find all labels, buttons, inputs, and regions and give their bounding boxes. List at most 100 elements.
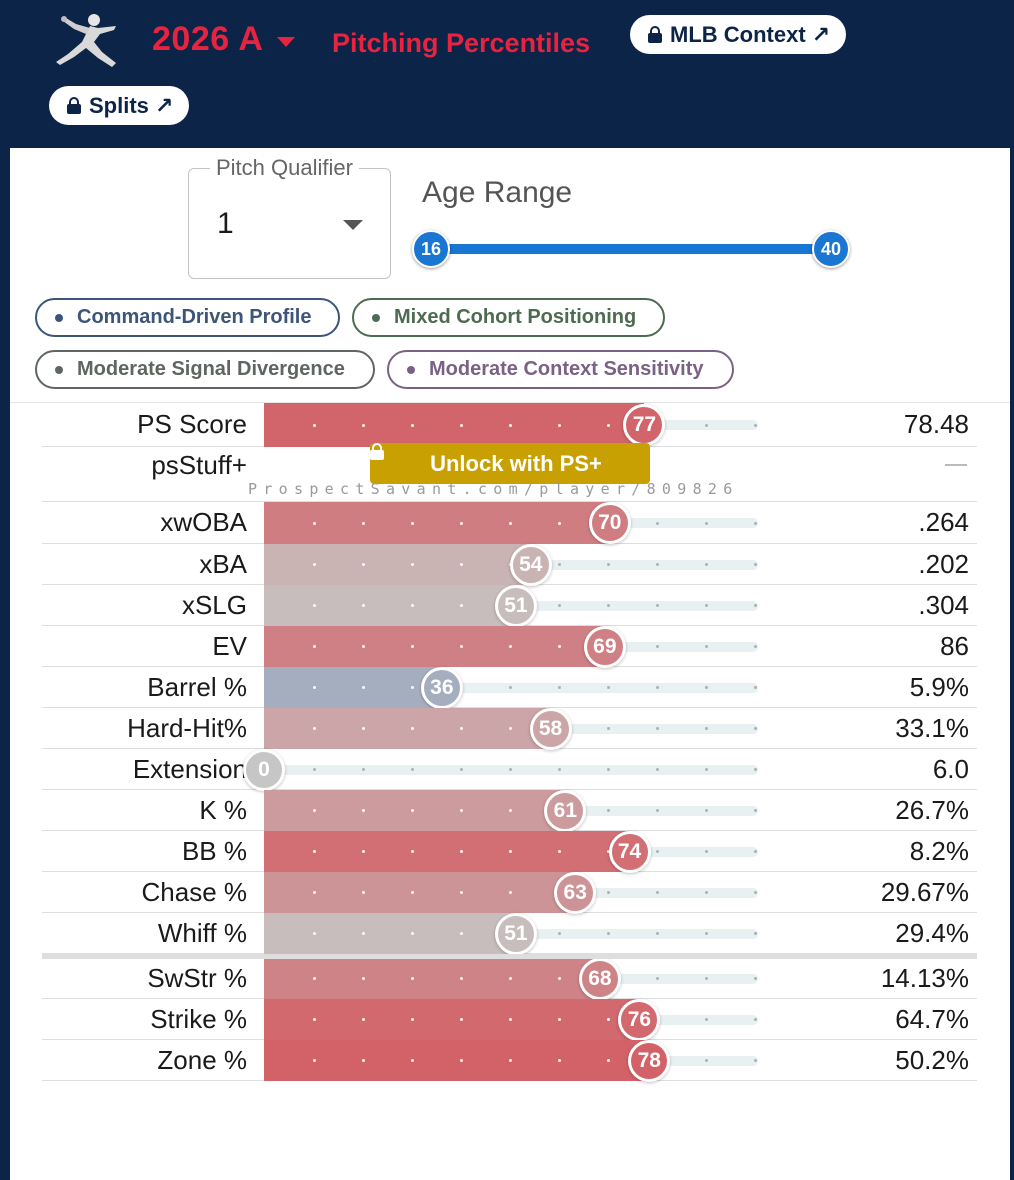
track-tick xyxy=(460,645,463,648)
metric-row: Extension 6.0 0 xyxy=(42,748,977,791)
track-tick xyxy=(607,686,610,689)
percentile-bar xyxy=(264,1040,650,1081)
percentile-badge: 77 xyxy=(623,404,666,446)
metric-row: Whiff % 29.4% 51 xyxy=(42,912,977,955)
track-tick xyxy=(558,768,561,771)
percentile-bar xyxy=(264,872,576,913)
tag-dot-icon xyxy=(55,365,63,374)
metric-row: Strike % 64.7% 76 xyxy=(42,998,977,1041)
lock-icon xyxy=(67,97,81,114)
track-tick xyxy=(607,1059,610,1062)
percentile-bar xyxy=(264,999,640,1040)
mlb-context-label: MLB Context ↗ xyxy=(670,21,831,47)
tag-command-driven[interactable]: Command-Driven Profile xyxy=(35,298,340,337)
track-tick xyxy=(607,850,610,853)
track-tick xyxy=(313,977,316,980)
track-tick xyxy=(362,686,365,689)
track-tick xyxy=(705,768,708,771)
track-tick xyxy=(362,977,365,980)
track-tick xyxy=(460,604,463,607)
metric-label: Hard-Hit% xyxy=(127,712,247,743)
track-tick xyxy=(362,423,365,427)
group-divider xyxy=(42,954,977,959)
track-tick xyxy=(656,563,659,566)
track-tick xyxy=(313,1018,316,1021)
percentile-badge: 76 xyxy=(618,998,661,1041)
track-tick xyxy=(754,727,757,730)
track-tick xyxy=(509,768,512,771)
track-tick xyxy=(558,1018,561,1021)
track-tick xyxy=(509,977,512,980)
splits-button[interactable]: Splits ↗ xyxy=(49,86,190,125)
track-tick xyxy=(558,563,561,566)
track-tick xyxy=(656,977,659,980)
track-tick xyxy=(460,521,463,525)
unlock-ps-plus-button[interactable]: Unlock with PS+ xyxy=(370,443,650,484)
metric-value: 29.4% xyxy=(895,917,969,948)
metric-label: xBA xyxy=(199,548,247,579)
metric-value: 33.1% xyxy=(895,712,969,743)
track-tick xyxy=(411,1018,414,1021)
track-tick xyxy=(460,563,463,566)
track-tick xyxy=(411,977,414,980)
track-tick xyxy=(509,1018,512,1021)
track-tick xyxy=(362,1018,365,1021)
season-label: 2026 A xyxy=(152,20,264,58)
track-tick xyxy=(313,891,316,894)
track-tick xyxy=(313,423,316,427)
tag-context-sensitivity[interactable]: Moderate Context Sensitivity xyxy=(387,350,734,389)
mlb-context-button[interactable]: MLB Context ↗ xyxy=(630,15,847,54)
track-tick xyxy=(411,521,414,525)
track-tick xyxy=(411,850,414,853)
season-selector[interactable]: 2026 A xyxy=(152,20,296,59)
metric-value: .202 xyxy=(918,548,969,579)
track-tick xyxy=(411,727,414,730)
track-tick xyxy=(754,645,757,648)
age-range-label: Age Range xyxy=(422,176,573,209)
percentile-badge: 51 xyxy=(494,912,537,955)
track-tick xyxy=(754,891,757,894)
track-tick xyxy=(607,563,610,566)
metric-label: PS Score xyxy=(137,409,247,439)
percentile-badge: 78 xyxy=(628,1039,671,1082)
metric-label: psStuff+ xyxy=(151,450,247,480)
metric-label: Chase % xyxy=(141,876,248,907)
track-tick xyxy=(656,891,659,894)
track-tick xyxy=(460,850,463,853)
percentile-bar xyxy=(264,913,516,954)
metric-value: 64.7% xyxy=(895,1003,969,1034)
tag-dot-icon xyxy=(55,313,63,322)
metric-label: Strike % xyxy=(150,1003,247,1034)
tag-mixed-cohort[interactable]: Mixed Cohort Positioning xyxy=(352,298,665,337)
track-tick xyxy=(460,768,463,771)
track-tick xyxy=(705,809,708,812)
track-tick xyxy=(509,645,512,648)
track-tick xyxy=(705,604,708,607)
track-tick xyxy=(362,563,365,566)
age-max-handle[interactable]: 40 xyxy=(812,230,850,268)
track-tick xyxy=(460,809,463,812)
metric-row: EV 86 69 xyxy=(42,625,977,668)
age-min-handle[interactable]: 16 xyxy=(412,230,450,268)
percentile-bar xyxy=(264,831,630,872)
metric-label: Extension xyxy=(132,753,247,784)
chevron-down-icon xyxy=(277,36,296,47)
metric-label: Whiff % xyxy=(157,917,247,948)
lock-icon xyxy=(648,26,662,43)
track-tick xyxy=(656,645,659,648)
track-tick xyxy=(705,932,708,935)
metric-value: 78.48 xyxy=(903,409,969,439)
track-tick xyxy=(313,809,316,812)
tag-signal-divergence[interactable]: Moderate Signal Divergence xyxy=(35,350,375,389)
metric-row: psStuff+ xyxy=(42,446,977,502)
track-tick xyxy=(607,423,610,427)
percentile-badge: 70 xyxy=(588,502,631,544)
track-tick xyxy=(705,563,708,566)
track-tick xyxy=(460,932,463,935)
track-tick xyxy=(754,809,757,812)
metric-row: Hard-Hit% 33.1% 58 xyxy=(42,707,977,750)
track-tick xyxy=(460,423,463,427)
unlock-label: Unlock with PS+ xyxy=(430,450,602,476)
age-range-track[interactable] xyxy=(432,244,832,254)
metric-value: .304 xyxy=(918,589,969,620)
